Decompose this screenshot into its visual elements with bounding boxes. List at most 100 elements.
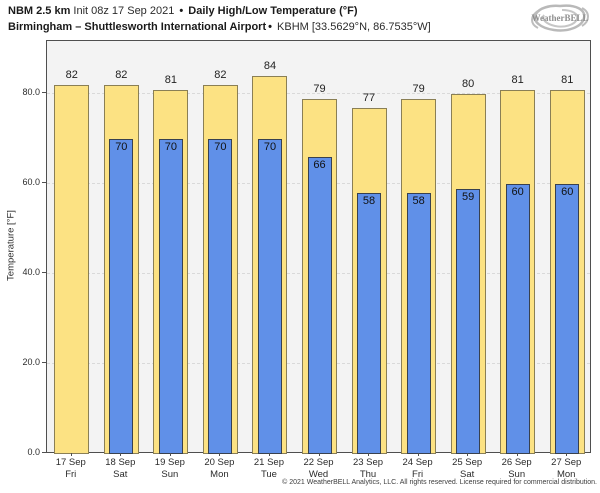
high-value-label: 84	[263, 60, 277, 73]
y-tick-label: 60.0	[22, 177, 40, 188]
low-value-label: 58	[412, 195, 425, 208]
high-value-label: 77	[362, 91, 376, 104]
low-bar	[406, 193, 431, 454]
y-tick-mark	[42, 182, 46, 184]
low-value-label: 70	[164, 141, 177, 154]
x-label-date: 18 Sep	[105, 457, 136, 468]
low-bar	[357, 193, 382, 454]
chart-subtitle: Birmingham – Shuttlesworth International…	[8, 21, 431, 33]
x-tick-mark	[120, 453, 122, 456]
x-label-date: 19 Sep	[154, 457, 185, 468]
logo-text: WeatherBELL	[531, 13, 588, 23]
x-tick-label: 24 Sep Fri	[388, 457, 448, 481]
y-tick-label: 0.0	[27, 447, 40, 457]
low-bar	[109, 139, 134, 454]
y-tick-label: 80.0	[22, 87, 40, 98]
x-label-weekday: Mon	[556, 469, 576, 480]
low-value-label: 70	[214, 141, 227, 154]
x-label-date: 26 Sep	[501, 457, 532, 468]
weatherbell-logo-icon: WeatherBELL	[531, 4, 589, 32]
subtitle-separator: •	[268, 21, 272, 33]
high-value-label: 80	[462, 78, 475, 91]
low-value-label: 70	[115, 141, 128, 154]
x-label-date: 23 Sep	[352, 457, 384, 468]
x-label-weekday: Sat	[459, 469, 475, 480]
copyright-text: © 2021 WeatherBELL Analytics, LLC. All r…	[282, 479, 597, 486]
y-tick-mark	[42, 452, 46, 453]
x-label-weekday: Wed	[308, 469, 329, 480]
y-tick-label: 40.0	[22, 267, 40, 278]
gridline-80	[47, 93, 590, 95]
x-label-weekday: Sat	[113, 469, 128, 480]
title-product: Daily High/Low Temperature (°F)	[185, 5, 358, 17]
y-tick-mark	[42, 362, 46, 364]
x-label-date: 17 Sep	[55, 457, 86, 468]
x-label-weekday: Fri	[412, 469, 424, 480]
low-value-label: 59	[462, 190, 475, 203]
high-value-label: 82	[65, 69, 78, 82]
high-value-label: 82	[115, 69, 128, 82]
low-value-label: 60	[561, 186, 574, 199]
x-tick-label: 18 Sep Sat	[90, 457, 150, 481]
x-tick-mark	[70, 453, 72, 456]
x-label-weekday: Tue	[260, 469, 277, 480]
high-value-label: 82	[214, 69, 227, 82]
x-label-date: 22 Sep	[303, 457, 334, 468]
x-tick-mark	[169, 453, 171, 456]
title-model: NBM 2.5 km	[8, 5, 71, 17]
x-label-date: 20 Sep	[204, 457, 235, 468]
x-tick-mark	[516, 453, 518, 456]
x-tick-mark	[368, 453, 370, 456]
low-value-label: 66	[313, 159, 326, 172]
x-label-weekday: Thu	[359, 469, 377, 480]
title-separator: •	[179, 5, 184, 17]
x-label-weekday: Sun	[508, 469, 526, 480]
x-tick-mark	[566, 453, 568, 456]
low-bar	[555, 184, 580, 454]
x-tick-mark	[268, 453, 270, 456]
x-label-weekday: Fri	[65, 469, 77, 480]
plot-area: 82 82 70 81 70 82 70 84 70 79 66 77 58 79 58 80 59 81 60 81…	[46, 40, 591, 454]
low-bar	[257, 139, 282, 454]
x-tick-label: 20 Sep Mon	[189, 457, 249, 481]
y-tick-label: 20.0	[22, 357, 40, 368]
low-bar	[505, 184, 530, 454]
low-bar	[456, 188, 481, 454]
x-tick-label: 27 Sep Mon	[536, 457, 596, 481]
x-label-weekday: Sun	[161, 469, 179, 480]
y-tick-mark	[42, 92, 46, 94]
high-value-label: 81	[164, 73, 177, 86]
low-value-label: 60	[511, 186, 524, 199]
x-label-date: 27 Sep	[551, 457, 582, 468]
y-axis-label: Temperature [°F]	[5, 210, 17, 281]
high-value-label: 79	[412, 82, 425, 95]
x-tick-label: 21 Sep Tue	[239, 457, 299, 481]
x-tick-mark	[318, 453, 320, 456]
x-label-weekday: Mon	[210, 469, 229, 480]
high-value-label: 79	[313, 82, 326, 95]
x-label-date: 24 Sep	[402, 457, 433, 468]
x-tick-label: 19 Sep Sun	[140, 457, 200, 481]
x-tick-label: 25 Sep Sat	[437, 457, 497, 481]
subtitle-station: Birmingham – Shuttlesworth International…	[8, 21, 267, 33]
x-tick-label: 22 Sep Wed	[289, 457, 349, 481]
x-tick-label: 26 Sep Sun	[487, 457, 547, 481]
x-label-date: 21 Sep	[253, 457, 285, 468]
low-value-label: 58	[362, 195, 376, 208]
x-tick-label: 23 Sep Thu	[338, 457, 398, 481]
subtitle-meta: KBHM [33.5629°N, 86.7535°W]	[273, 21, 431, 33]
low-bar	[208, 139, 233, 454]
x-label-date: 25 Sep	[452, 457, 483, 468]
low-bar	[307, 157, 332, 454]
high-value-label: 81	[511, 73, 524, 86]
high-value-label: 81	[561, 73, 574, 86]
x-tick-mark	[467, 453, 469, 456]
low-value-label: 70	[263, 141, 277, 154]
x-tick-mark	[219, 453, 221, 456]
chart-title: NBM 2.5 km Init 08z 17 Sep 2021 • Daily …	[8, 5, 358, 17]
low-bar	[158, 139, 183, 454]
x-tick-label: 17 Sep Fri	[41, 457, 101, 481]
y-tick-mark	[42, 272, 46, 274]
high-bar	[54, 85, 90, 454]
